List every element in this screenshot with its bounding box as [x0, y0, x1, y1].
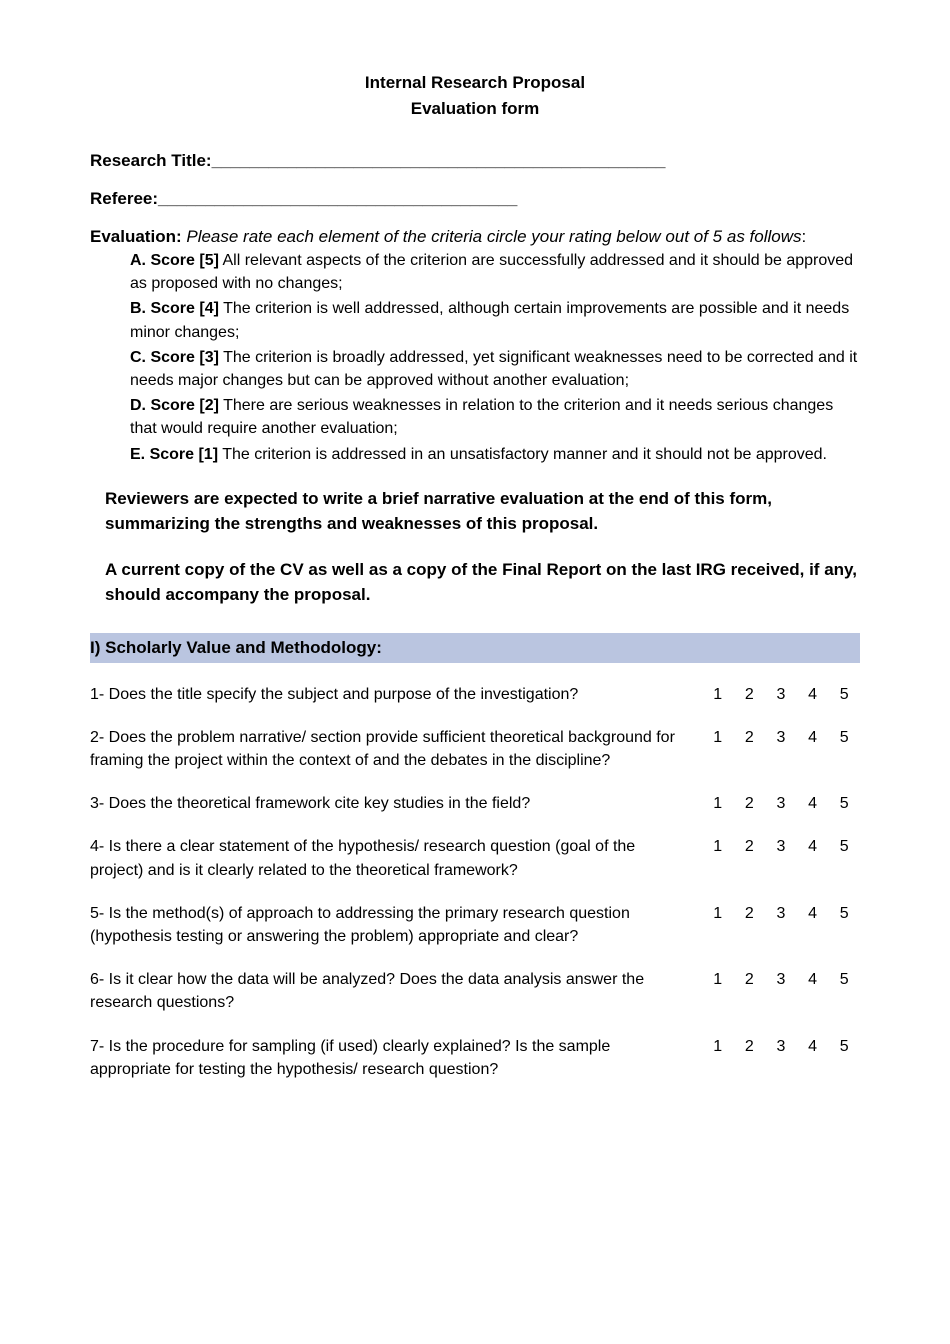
score-option[interactable]: 4 — [797, 892, 829, 958]
evaluation-instruction: Please rate each element of the criteria… — [186, 227, 801, 246]
criterion-c-text: The criterion is broadly addressed, yet … — [130, 349, 857, 389]
criterion-c-label: C. Score [3] — [130, 349, 219, 366]
table-row: 4- Is there a clear statement of the hyp… — [90, 825, 860, 891]
referee-blank: ______________________________________ — [158, 189, 517, 208]
criterion-a-label: A. Score [5] — [130, 252, 219, 269]
score-option[interactable]: 1 — [702, 716, 734, 782]
score-option[interactable]: 2 — [733, 958, 765, 1024]
title-line1: Internal Research Proposal — [365, 73, 585, 92]
score-option[interactable]: 4 — [797, 782, 829, 825]
score-option[interactable]: 1 — [702, 958, 734, 1024]
reviewers-paragraph: Reviewers are expected to write a brief … — [105, 486, 860, 537]
criterion-b-label: B. Score [4] — [130, 300, 219, 317]
research-title-field: Research Title:_________________________… — [90, 151, 860, 171]
research-title-label: Research Title: — [90, 151, 212, 170]
evaluation-colon: : — [802, 227, 807, 246]
score-option[interactable]: 1 — [702, 1025, 734, 1091]
score-option[interactable]: 2 — [733, 782, 765, 825]
score-option[interactable]: 2 — [733, 1025, 765, 1091]
score-option[interactable]: 2 — [733, 892, 765, 958]
score-option[interactable]: 1 — [702, 825, 734, 891]
score-option[interactable]: 5 — [828, 716, 860, 782]
score-option[interactable]: 5 — [828, 673, 860, 716]
evaluation-intro: Evaluation: Please rate each element of … — [90, 227, 860, 247]
criterion-b-text: The criterion is well addressed, althoug… — [130, 300, 849, 340]
criterion-d: D. Score [2] There are serious weaknesse… — [130, 394, 860, 440]
score-option[interactable]: 1 — [702, 782, 734, 825]
criterion-e: E. Score [1] The criterion is addressed … — [130, 443, 860, 466]
criteria-table: 1- Does the title specify the subject an… — [90, 673, 860, 1091]
table-row: 3- Does the theoretical framework cite k… — [90, 782, 860, 825]
score-option[interactable]: 3 — [765, 716, 797, 782]
score-option[interactable]: 5 — [828, 1025, 860, 1091]
referee-field: Referee:________________________________… — [90, 189, 860, 209]
score-option[interactable]: 1 — [702, 892, 734, 958]
question-text: 6- Is it clear how the data will be anal… — [90, 958, 702, 1024]
score-option[interactable]: 4 — [797, 1025, 829, 1091]
title-line2: Evaluation form — [411, 99, 539, 118]
question-text: 7- Is the procedure for sampling (if use… — [90, 1025, 702, 1091]
score-option[interactable]: 3 — [765, 1025, 797, 1091]
table-row: 5- Is the method(s) of approach to addre… — [90, 892, 860, 958]
criterion-b: B. Score [4] The criterion is well addre… — [130, 297, 860, 343]
doc-title: Internal Research Proposal Evaluation fo… — [90, 70, 860, 121]
score-option[interactable]: 2 — [733, 716, 765, 782]
question-text: 5- Is the method(s) of approach to addre… — [90, 892, 702, 958]
score-option[interactable]: 5 — [828, 892, 860, 958]
score-option[interactable]: 4 — [797, 716, 829, 782]
table-row: 6- Is it clear how the data will be anal… — [90, 958, 860, 1024]
question-text: 4- Is there a clear statement of the hyp… — [90, 825, 702, 891]
criterion-a-text: All relevant aspects of the criterion ar… — [130, 252, 853, 292]
criterion-d-label: D. Score [2] — [130, 397, 219, 414]
cv-copy-paragraph: A current copy of the CV as well as a co… — [105, 557, 860, 608]
score-criteria-list: A. Score [5] All relevant aspects of the… — [130, 249, 860, 466]
score-option[interactable]: 3 — [765, 958, 797, 1024]
score-option[interactable]: 4 — [797, 825, 829, 891]
score-option[interactable]: 2 — [733, 825, 765, 891]
question-text: 1- Does the title specify the subject an… — [90, 673, 702, 716]
section-header: I) Scholarly Value and Methodology: — [90, 633, 860, 663]
score-option[interactable]: 3 — [765, 825, 797, 891]
score-option[interactable]: 5 — [828, 782, 860, 825]
criterion-e-text: The criterion is addressed in an unsatis… — [218, 446, 827, 463]
score-option[interactable]: 4 — [797, 673, 829, 716]
referee-label: Referee: — [90, 189, 158, 208]
score-option[interactable]: 1 — [702, 673, 734, 716]
score-option[interactable]: 3 — [765, 892, 797, 958]
table-row: 7- Is the procedure for sampling (if use… — [90, 1025, 860, 1091]
criterion-e-label: E. Score [1] — [130, 446, 218, 463]
score-option[interactable]: 3 — [765, 782, 797, 825]
page: Internal Research Proposal Evaluation fo… — [0, 0, 950, 1161]
criterion-a: A. Score [5] All relevant aspects of the… — [130, 249, 860, 295]
score-option[interactable]: 4 — [797, 958, 829, 1024]
score-option[interactable]: 5 — [828, 958, 860, 1024]
question-text: 2- Does the problem narrative/ section p… — [90, 716, 702, 782]
criterion-d-text: There are serious weaknesses in relation… — [130, 397, 833, 437]
question-text: 3- Does the theoretical framework cite k… — [90, 782, 702, 825]
score-option[interactable]: 3 — [765, 673, 797, 716]
score-option[interactable]: 2 — [733, 673, 765, 716]
table-row: 2- Does the problem narrative/ section p… — [90, 716, 860, 782]
table-row: 1- Does the title specify the subject an… — [90, 673, 860, 716]
research-title-blank: ________________________________________… — [212, 151, 666, 170]
criterion-c: C. Score [3] The criterion is broadly ad… — [130, 346, 860, 392]
evaluation-label: Evaluation: — [90, 227, 182, 246]
score-option[interactable]: 5 — [828, 825, 860, 891]
